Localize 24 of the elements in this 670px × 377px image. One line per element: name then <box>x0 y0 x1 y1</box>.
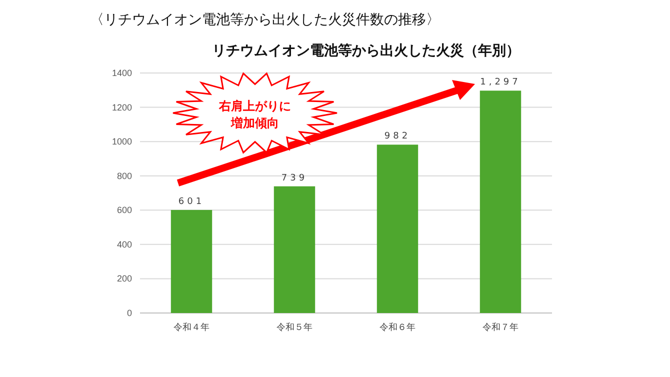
y-tick-label: 400 <box>116 239 132 250</box>
x-tick-label: 令和５年 <box>276 322 312 333</box>
bar <box>170 210 212 313</box>
chart-subtitle: リチウムイオン電池等から出火した火災（年別） <box>212 43 520 59</box>
y-tick-label: 1000 <box>112 136 132 147</box>
data-label: 739 <box>281 173 308 184</box>
y-tick-label: 1400 <box>112 68 132 78</box>
y-tick-label: 200 <box>116 274 132 284</box>
x-tick-label: 令和６年 <box>380 322 416 333</box>
data-label: 982 <box>384 132 411 142</box>
data-label: 1,297 <box>480 78 521 88</box>
chart-title: 〈リチウムイオン電池等から出火した火災件数の推移〉 <box>90 12 440 28</box>
x-tick-label: 令和７年 <box>482 322 518 333</box>
y-tick-label: 600 <box>116 205 132 216</box>
x-tick-label: 令和４年 <box>174 322 210 333</box>
y-tick-label: 0 <box>126 308 132 318</box>
bar <box>480 90 522 313</box>
y-tick-label: 1200 <box>112 102 132 112</box>
bar <box>274 186 316 313</box>
annotation: 増加傾向 <box>230 116 279 130</box>
data-label: 601 <box>178 196 205 207</box>
bar <box>376 144 418 313</box>
y-tick-label: 800 <box>116 170 132 181</box>
annotation: 右肩上がりに <box>218 99 291 113</box>
